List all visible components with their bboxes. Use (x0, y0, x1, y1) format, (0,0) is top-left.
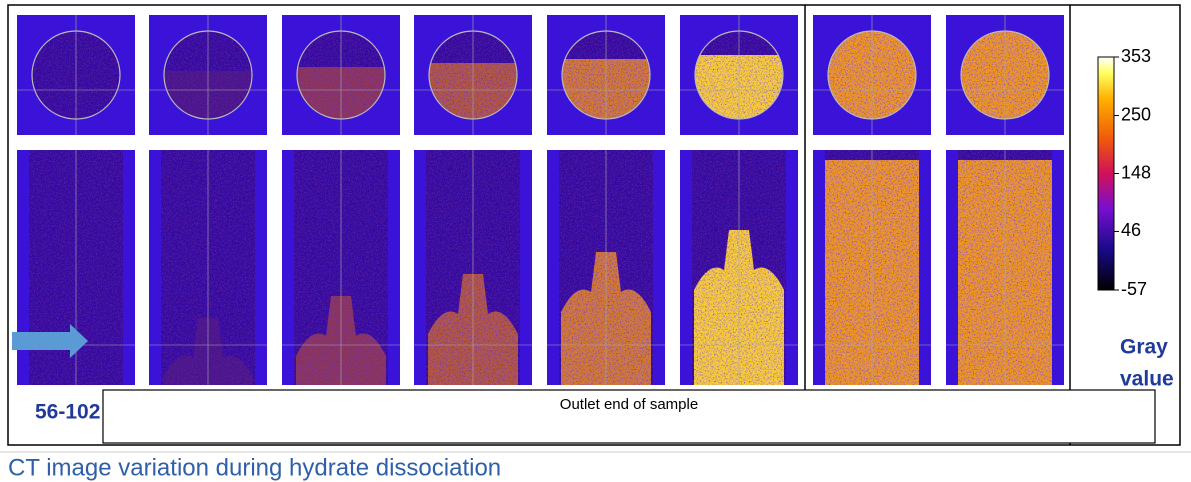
sample-label: 56-102 (35, 401, 100, 424)
colorbar-tick-label: -57 (1121, 279, 1147, 299)
ct-images (17, 15, 1064, 385)
colorbar-tick-label: 250 (1121, 104, 1151, 124)
colorbar-tick-label: 148 (1121, 162, 1151, 182)
colorbar-tick-label: 46 (1121, 220, 1141, 240)
colorbar-tick-label: 353 (1121, 46, 1151, 66)
figure-frame (7, 4, 1181, 446)
colorbar-title: value (1120, 368, 1174, 391)
caption-box (102, 389, 1156, 444)
slide-title: CT image variation during hydrate dissoc… (8, 454, 501, 481)
colorbar-title: Gray (1120, 336, 1168, 359)
caption: Outlet end of sample (560, 396, 698, 413)
arrow (12, 324, 88, 358)
colorbar (1097, 56, 1115, 291)
